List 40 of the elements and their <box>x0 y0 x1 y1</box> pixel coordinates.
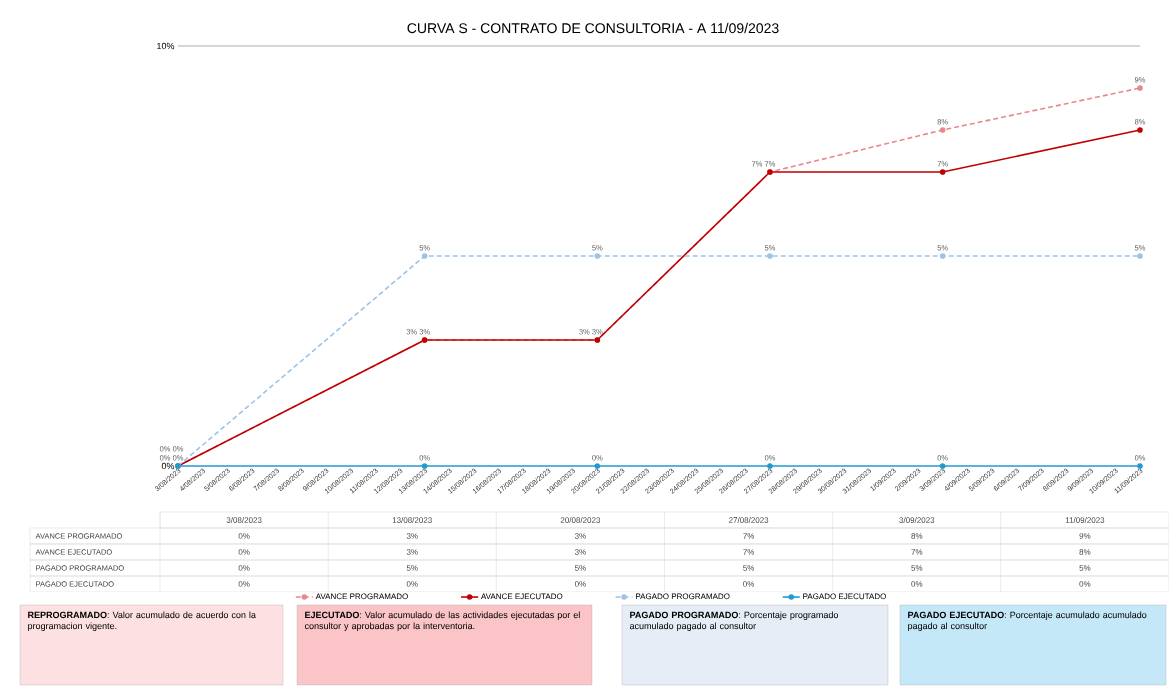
text: 5% <box>574 565 586 571</box>
text: 0% <box>238 533 250 539</box>
chart-title: CURVA S - CONTRATO DE CONSULTORIA - A 11/09/2023 <box>407 22 779 34</box>
legend-label: PAGADO PROGRAMADO <box>636 593 730 600</box>
legend-label: PAGADO EJECUTADO <box>803 593 886 600</box>
text: 0% <box>743 581 755 587</box>
text: 5% <box>406 565 418 571</box>
text: 3% <box>406 549 418 555</box>
text: 0% <box>1079 581 1091 587</box>
text: 3/09/2023 <box>899 517 935 523</box>
text: 0% <box>406 581 418 587</box>
text: PAGADO PROGRAMADO: Porcentaje programado acumulado pagado al consultor <box>629 611 839 631</box>
text: 5% <box>1079 565 1091 571</box>
text: 27/08/2023 <box>729 517 769 523</box>
text: 13/08/2023 <box>392 517 432 523</box>
text: 3% <box>406 533 418 539</box>
text: 8% <box>1079 549 1091 555</box>
text: PAGADO EJECUTADO: Porcentaje acumulado acumulado pagado al consultor <box>908 611 1147 631</box>
text: 0% <box>911 581 923 587</box>
text: 0% <box>574 581 586 587</box>
legend-label: AVANCE PROGRAMADO <box>315 593 408 600</box>
text: 7% <box>911 549 923 555</box>
text: 20/08/2023 <box>560 517 601 523</box>
text: 3% <box>574 533 586 539</box>
text: 3% <box>574 549 586 555</box>
legend-label: AVANCE EJECUTADO <box>480 593 563 600</box>
text: 9% <box>1079 533 1091 539</box>
text: 11/09/2023 <box>1065 517 1105 523</box>
text: 5% <box>743 565 755 571</box>
text: 7% <box>743 549 755 555</box>
text: 0% <box>238 565 250 571</box>
text: 0% <box>238 549 250 555</box>
text: REPROGRAMADO: Valor acumulado de acuerdo con la programacion vigente. <box>28 611 256 631</box>
text: 3/08/2023 <box>226 517 262 523</box>
text: 7% <box>743 533 755 539</box>
text: 0% <box>238 581 250 587</box>
y-tick-label: 10% <box>157 42 175 50</box>
text: EJECUTADO: Valor acumulado de las actividades ejecutadas por el consultor y aprobadas por la interventoria. <box>304 611 580 631</box>
text: 5% <box>911 565 923 571</box>
text: 8% <box>911 533 923 539</box>
